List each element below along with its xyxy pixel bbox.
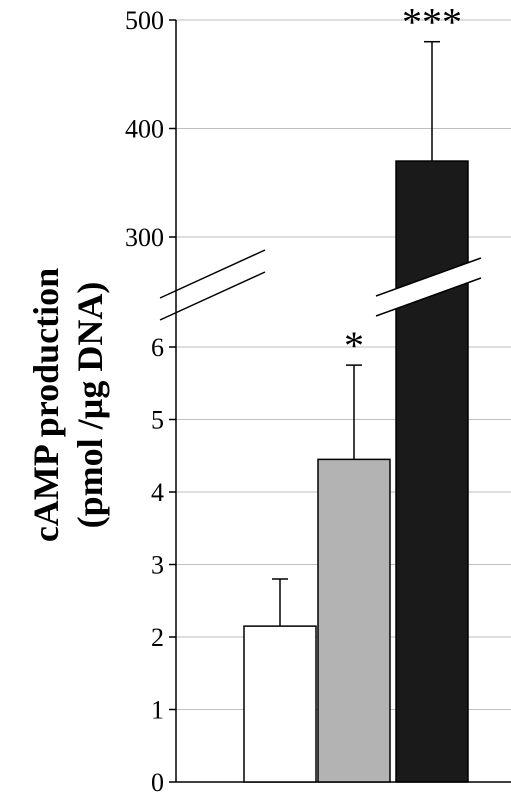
bar-break-mark — [375, 277, 482, 317]
y-axis-label-line1: cAMP production — [26, 268, 66, 542]
bar — [317, 458, 391, 783]
axis-break-mark — [159, 271, 266, 321]
y-tick-labels: 0 1 2 3 4 5 6 300 400 500 — [125, 6, 164, 792]
y-tick-label: 2 — [151, 623, 164, 652]
y-tick-label: 500 — [125, 6, 164, 35]
bar-break-mark — [375, 257, 482, 297]
y-tick-label: 400 — [125, 115, 164, 144]
axis-break-mark — [159, 249, 266, 299]
bar — [243, 625, 317, 783]
y-tick-label: 300 — [125, 223, 164, 252]
y-tick-label: 1 — [151, 696, 164, 725]
gridlines — [176, 19, 511, 710]
bar-break-gap — [376, 258, 481, 316]
y-tick-label: 3 — [151, 551, 164, 580]
significance-labels: **** — [344, 0, 462, 368]
significance-label: *** — [402, 0, 462, 45]
bars — [243, 40, 469, 783]
significance-label: * — [344, 323, 364, 368]
axis-break — [159, 249, 482, 321]
y-tick-label: 0 — [151, 768, 164, 792]
y-tick-label: 5 — [151, 406, 164, 435]
y-tick-label: 6 — [151, 333, 164, 362]
bar — [395, 160, 469, 783]
y-axis-label-line2: (pmol /µg DNA) — [70, 282, 110, 529]
y-tick-label: 4 — [151, 478, 164, 507]
